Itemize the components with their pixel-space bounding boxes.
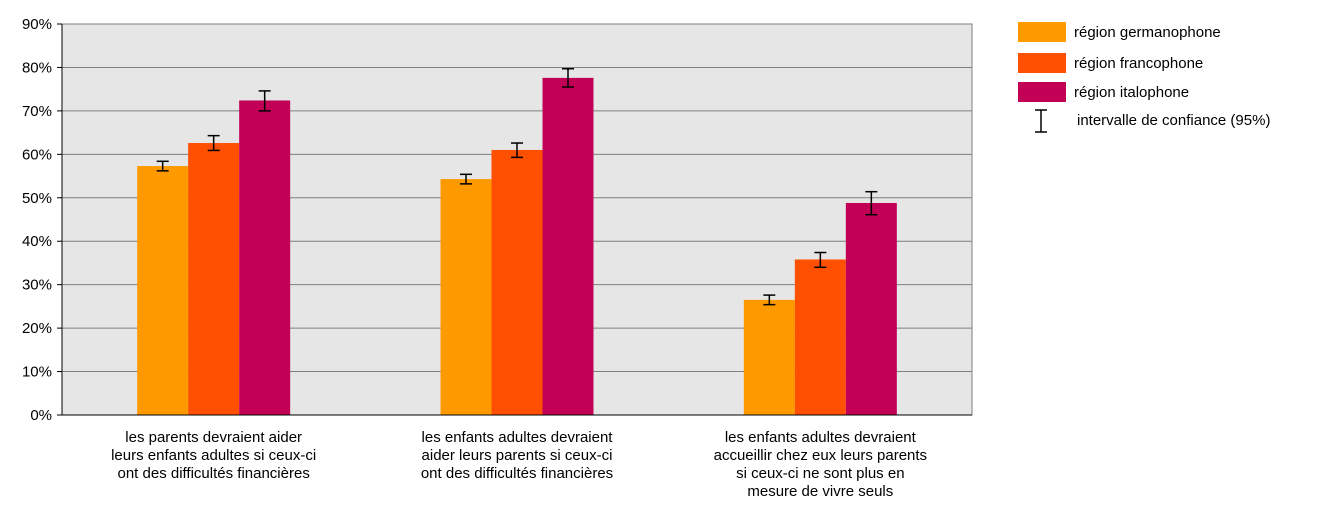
bar bbox=[239, 100, 291, 415]
y-tick-label: 10% bbox=[22, 364, 52, 381]
legend-item-italophone: région italophone bbox=[1018, 82, 1317, 106]
bar bbox=[137, 166, 189, 415]
error-bars bbox=[156, 67, 878, 306]
y-tick-label: 20% bbox=[22, 320, 52, 337]
bars bbox=[137, 77, 897, 416]
legend-label-germanophone: région germanophone bbox=[1074, 24, 1221, 41]
y-tick-label: 60% bbox=[22, 146, 52, 163]
bar bbox=[491, 149, 543, 415]
bar bbox=[845, 202, 897, 415]
error-bar-icon bbox=[1035, 109, 1047, 133]
x-category-label: les parents devraient aider leurs enfant… bbox=[111, 429, 317, 482]
bar bbox=[542, 77, 594, 416]
legend-swatch-francophone bbox=[1018, 53, 1066, 73]
bar bbox=[794, 259, 846, 415]
y-tick-label: 0% bbox=[30, 407, 52, 424]
bar bbox=[440, 179, 492, 415]
legend-item-francophone: région francophone bbox=[1018, 53, 1317, 77]
legend-item-confidence-interval: intervalle de confiance (95%) bbox=[1018, 108, 1317, 133]
y-tick-label: 50% bbox=[22, 190, 52, 207]
legend-swatch-italophone bbox=[1018, 82, 1066, 102]
y-axis-ticks: 0% 10% 20% 30% 40% 50% 60% 70% 80% 90% bbox=[22, 16, 62, 424]
x-category-label: les enfants adultes devraient aider leur… bbox=[420, 429, 614, 482]
y-tick-label: 90% bbox=[22, 16, 52, 33]
y-tick-label: 40% bbox=[22, 233, 52, 250]
y-tick-label: 80% bbox=[22, 59, 52, 76]
y-tick-label: 30% bbox=[22, 277, 52, 294]
legend-swatch-germanophone bbox=[1018, 22, 1066, 42]
legend-label-confidence-interval: intervalle de confiance (95%) bbox=[1077, 112, 1271, 129]
bar bbox=[743, 299, 795, 415]
legend-label-francophone: région francophone bbox=[1074, 55, 1204, 72]
x-category-label: les enfants adultes devraient accueillir… bbox=[713, 429, 928, 500]
bar bbox=[188, 143, 240, 415]
y-tick-label: 70% bbox=[22, 103, 52, 120]
legend-label-italophone: région italophone bbox=[1074, 84, 1190, 101]
legend-item-germanophone: région germanophone bbox=[1018, 22, 1317, 46]
